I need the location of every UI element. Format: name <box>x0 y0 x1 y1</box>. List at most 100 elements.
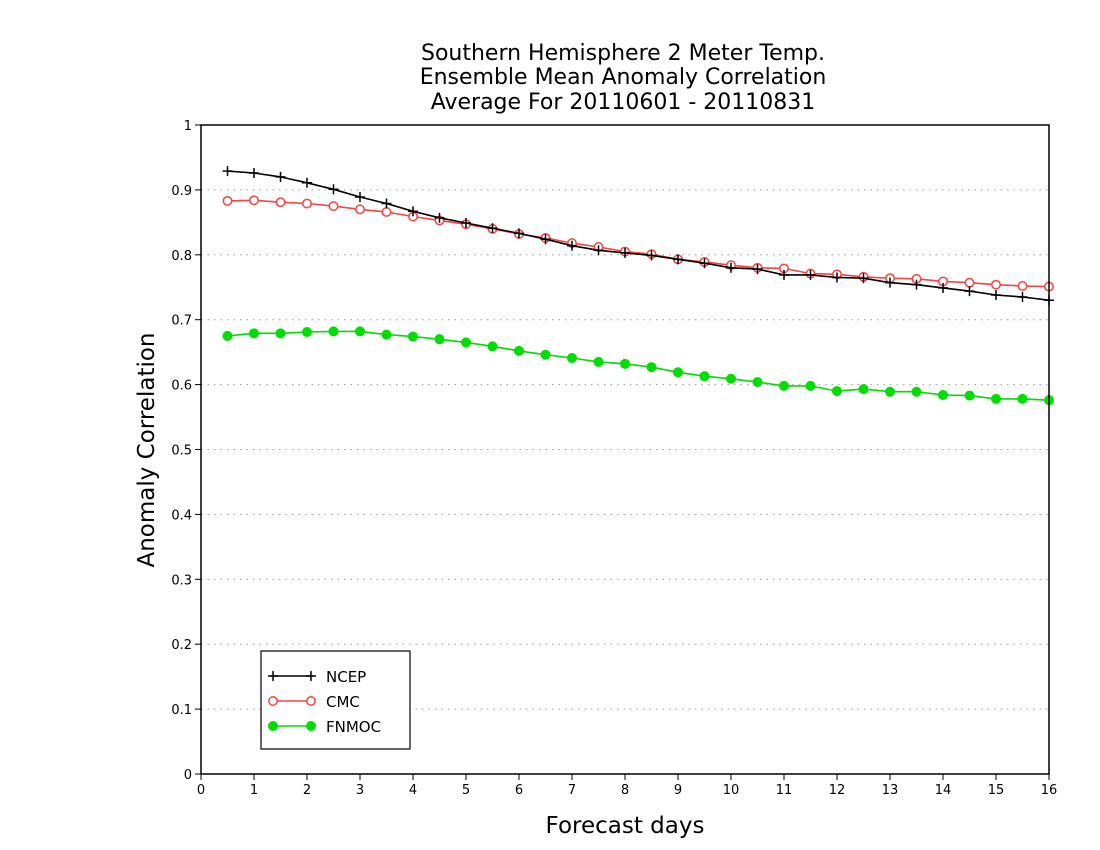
cmc-point-5 <box>355 204 365 215</box>
fnmoc-point-25 <box>885 386 895 397</box>
cmc-point-29 <box>991 279 1001 290</box>
ncep-point-24 <box>858 273 869 284</box>
fnmoc-point-22 <box>805 380 816 391</box>
cmc-point-4 <box>328 201 339 212</box>
y-tick-label-8: 0.8 <box>171 249 192 264</box>
y-axis-label: Anomaly Correlation <box>134 332 160 567</box>
cmc-point-6 <box>381 207 392 217</box>
legend-marker-end-fnmoc <box>306 721 316 731</box>
title-line-2: Ensemble Mean Anomaly Correlation <box>420 65 827 90</box>
legend-box <box>260 650 411 750</box>
ncep-point-0 <box>222 166 233 177</box>
ncep-point-17 <box>673 254 683 265</box>
legend-item-fnmoc: FNMOC <box>268 718 381 736</box>
ncep-point-21 <box>779 269 789 280</box>
series-line-cmc <box>227 199 1050 288</box>
series-layer <box>222 166 1054 406</box>
ncep-point-3 <box>302 177 312 188</box>
ncep-point-28 <box>964 286 975 297</box>
ncep-point-9 <box>461 217 471 228</box>
ncep-point-30 <box>1017 291 1028 302</box>
fnmoc-point-4 <box>328 326 339 337</box>
ncep-point-6 <box>381 198 392 209</box>
fnmoc-point-27 <box>938 389 948 400</box>
fnmoc-point-2 <box>275 328 286 339</box>
cmc-point-2 <box>275 197 286 208</box>
fnmoc-point-30 <box>1017 393 1028 404</box>
ncep-point-23 <box>832 272 842 283</box>
x-tick-label-10: 10 <box>723 783 740 798</box>
x-tick-label-7: 7 <box>568 783 576 798</box>
legend-label-fnmoc: FNMOC <box>326 718 381 736</box>
ncep-point-13 <box>567 240 577 251</box>
x-tick-label-9: 9 <box>674 783 682 798</box>
fnmoc-point-9 <box>461 337 471 348</box>
chart-title: Southern Hemisphere 2 Meter Temp. Ensemb… <box>420 41 827 115</box>
ncep-point-29 <box>991 290 1001 301</box>
y-tick-label-0: 0 <box>184 768 192 783</box>
legend-marker-start-ncep <box>268 671 278 681</box>
y-axis-ticks: 0 0.1 0.2 0.3 0.4 0.5 0.6 0.7 0.8 0.9 1 <box>171 119 201 783</box>
fnmoc-point-28 <box>964 390 975 401</box>
cmc-point-3 <box>302 198 312 209</box>
y-tick-label-9: 0.9 <box>171 184 192 199</box>
fnmoc-point-24 <box>858 384 869 395</box>
legend-item-ncep: NCEP <box>268 668 366 686</box>
fnmoc-point-29 <box>991 393 1001 404</box>
x-tick-label-3: 3 <box>356 783 364 798</box>
legend-marker-start-cmc <box>268 696 278 706</box>
x-tick-label-2: 2 <box>303 783 311 798</box>
y-tick-label-5: 0.5 <box>171 444 192 459</box>
fnmoc-point-16 <box>646 362 657 373</box>
y-tick-label-7: 0.7 <box>171 314 192 329</box>
ncep-point-2 <box>275 171 286 182</box>
legend-item-cmc: CMC <box>268 693 360 711</box>
ncep-point-10 <box>487 223 498 234</box>
x-tick-label-5: 5 <box>462 783 470 798</box>
series-cmc <box>222 195 1054 292</box>
series-ncep <box>222 166 1054 306</box>
y-tick-label-3: 0.3 <box>171 573 192 588</box>
fnmoc-point-19 <box>726 373 736 384</box>
x-tick-label-14: 14 <box>935 783 952 798</box>
y-tick-label-1: 0.1 <box>171 703 192 718</box>
fnmoc-point-15 <box>620 358 630 369</box>
x-tick-label-13: 13 <box>882 783 899 798</box>
ncep-point-14 <box>593 245 604 256</box>
fnmoc-point-6 <box>381 329 392 340</box>
fnmoc-point-14 <box>593 356 604 367</box>
x-axis-label: Forecast days <box>546 813 705 839</box>
legend-marker-end-cmc <box>306 696 316 706</box>
ncep-point-12 <box>540 234 551 245</box>
ncep-point-7 <box>408 206 418 217</box>
fnmoc-point-13 <box>567 352 577 363</box>
cmc-point-0 <box>222 195 233 206</box>
x-tick-label-15: 15 <box>988 783 1005 798</box>
fnmoc-point-10 <box>487 341 498 352</box>
ncep-point-27 <box>938 282 948 293</box>
x-tick-label-16: 16 <box>1041 783 1058 798</box>
y-tick-label-2: 0.2 <box>171 638 192 653</box>
y-tick-label-4: 0.4 <box>171 508 192 523</box>
ncep-point-5 <box>355 192 365 203</box>
fnmoc-point-7 <box>408 331 418 342</box>
fnmoc-point-1 <box>249 328 259 339</box>
ncep-point-20 <box>752 264 763 275</box>
ncep-point-8 <box>434 212 445 223</box>
x-tick-label-11: 11 <box>776 783 793 798</box>
ncep-point-19 <box>726 262 736 273</box>
ncep-point-1 <box>249 168 259 179</box>
fnmoc-point-8 <box>434 334 445 345</box>
x-tick-label-0: 0 <box>197 783 205 798</box>
title-line-3: Average For 20110601 - 20110831 <box>431 90 816 115</box>
fnmoc-point-17 <box>673 367 683 378</box>
series-line-fnmoc <box>227 330 1050 401</box>
series-fnmoc <box>222 326 1054 406</box>
grid-lines <box>201 189 1049 710</box>
cmc-point-30 <box>1017 281 1028 291</box>
fnmoc-point-12 <box>540 349 551 360</box>
legend-label-cmc: CMC <box>326 693 360 711</box>
ncep-point-16 <box>646 250 657 261</box>
y-tick-label-10: 1 <box>184 119 192 134</box>
